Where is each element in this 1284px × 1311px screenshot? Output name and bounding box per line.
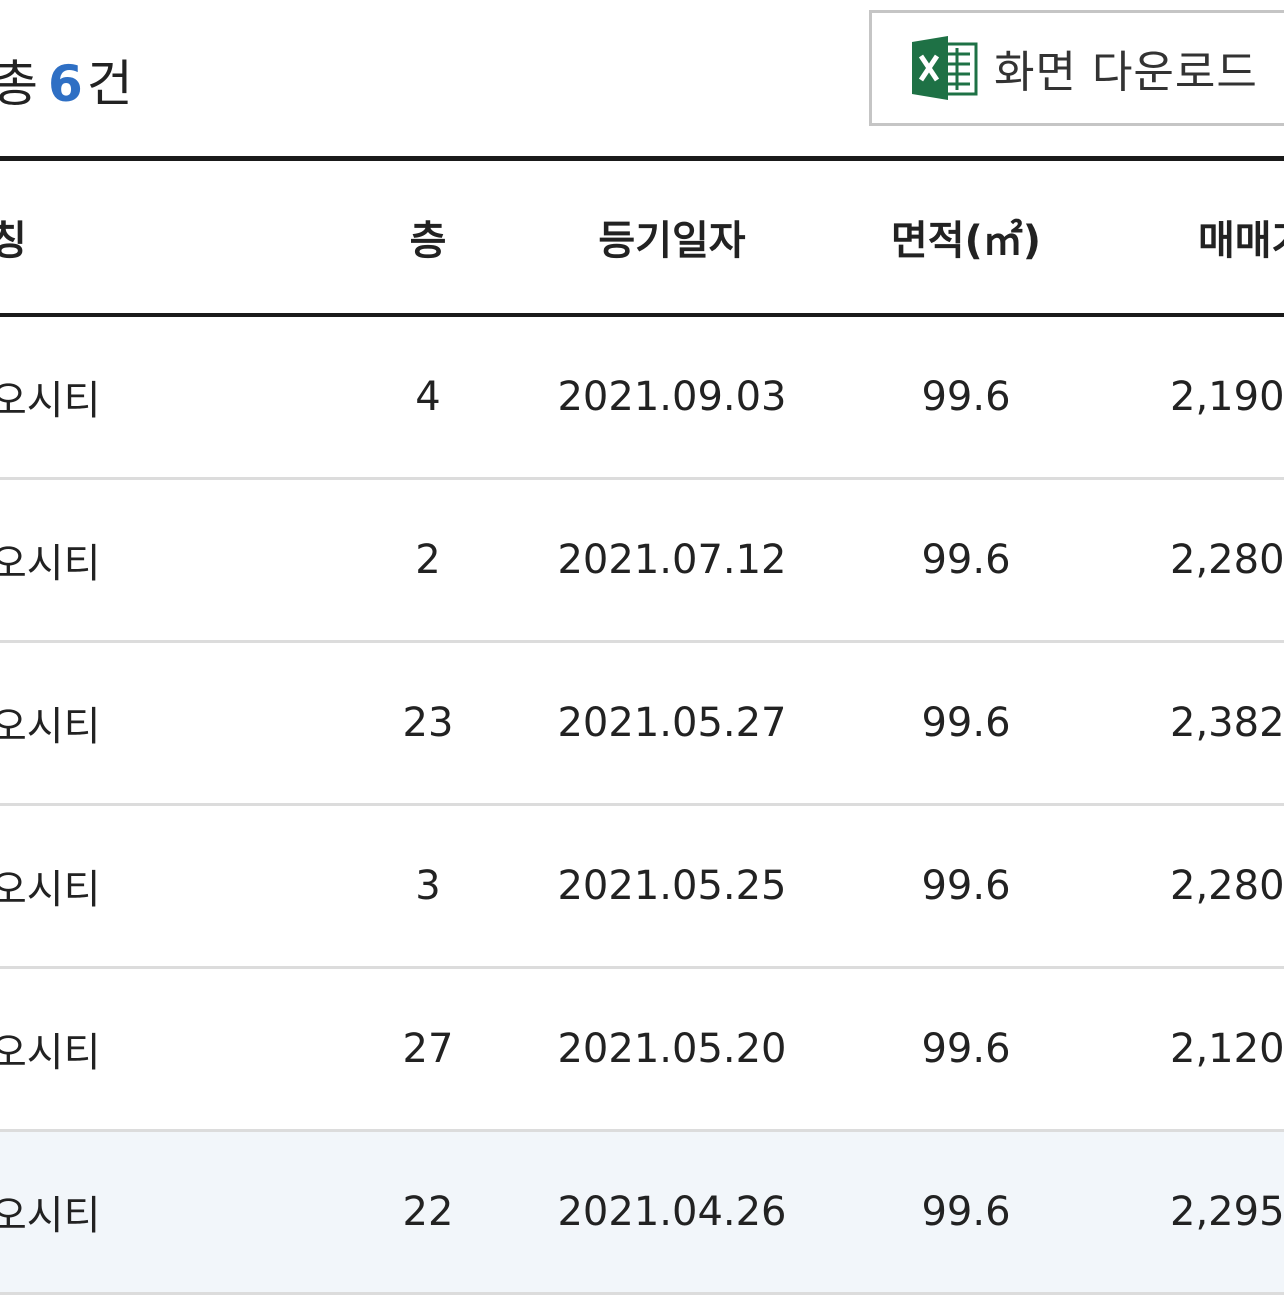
cell-name: 오시티 bbox=[0, 804, 340, 969]
transaction-table: 칭 층 등기일자 면적(㎡) 매매가 오시티 4 2021.09.03 99.6… bbox=[0, 156, 1284, 1295]
cell-name: 오시티 bbox=[0, 478, 340, 643]
header-name: 칭 bbox=[0, 161, 340, 317]
cell-area: 99.6 bbox=[828, 641, 1104, 806]
header-registration-date: 등기일자 bbox=[516, 161, 828, 317]
cell-area: 99.6 bbox=[828, 315, 1104, 480]
cell-price: 2,280,0 bbox=[1104, 478, 1284, 643]
cell-price: 2,190,0 bbox=[1104, 315, 1284, 480]
table-row[interactable]: 오시티 27 2021.05.20 99.6 2,120,0 bbox=[0, 967, 1284, 1132]
header-floor: 층 bbox=[340, 161, 516, 317]
cell-floor: 4 bbox=[340, 315, 516, 480]
cell-date: 2021.04.26 bbox=[516, 1130, 828, 1295]
result-count: 총 6건 bbox=[0, 52, 133, 116]
table-row-highlighted[interactable]: 오시티 22 2021.04.26 99.6 2,295,0 bbox=[0, 1130, 1284, 1295]
cell-floor: 22 bbox=[340, 1130, 516, 1295]
cell-name: 오시티 bbox=[0, 967, 340, 1132]
table-row[interactable]: 오시티 4 2021.09.03 99.6 2,190,0 bbox=[0, 315, 1284, 480]
cell-floor: 3 bbox=[340, 804, 516, 969]
result-count-prefix: 총 bbox=[0, 55, 38, 113]
table-row[interactable]: 오시티 3 2021.05.25 99.6 2,280,0 bbox=[0, 804, 1284, 969]
cell-date: 2021.05.25 bbox=[516, 804, 828, 969]
cell-price: 2,120,0 bbox=[1104, 967, 1284, 1132]
cell-date: 2021.07.12 bbox=[516, 478, 828, 643]
table-row[interactable]: 오시티 2 2021.07.12 99.6 2,280,0 bbox=[0, 478, 1284, 643]
result-count-number: 6 bbox=[48, 55, 83, 113]
cell-date: 2021.09.03 bbox=[516, 315, 828, 480]
cell-area: 99.6 bbox=[828, 1130, 1104, 1295]
table-row[interactable]: 오시티 23 2021.05.27 99.6 2,382,0 bbox=[0, 641, 1284, 806]
cell-name: 오시티 bbox=[0, 641, 340, 806]
download-button-label: 화면 다운로드 bbox=[994, 47, 1258, 98]
cell-floor: 27 bbox=[340, 967, 516, 1132]
cell-floor: 23 bbox=[340, 641, 516, 806]
cell-floor: 2 bbox=[340, 478, 516, 643]
screen-download-button[interactable]: 화면 다운로드 bbox=[869, 10, 1284, 126]
cell-area: 99.6 bbox=[828, 478, 1104, 643]
table-header-row: 칭 층 등기일자 면적(㎡) 매매가 bbox=[0, 161, 1284, 317]
cell-price: 2,295,0 bbox=[1104, 1130, 1284, 1295]
cell-price: 2,382,0 bbox=[1104, 641, 1284, 806]
cell-price: 2,280,0 bbox=[1104, 804, 1284, 969]
cell-date: 2021.05.20 bbox=[516, 967, 828, 1132]
cell-area: 99.6 bbox=[828, 804, 1104, 969]
cell-name: 오시티 bbox=[0, 315, 340, 480]
header-price: 매매가 bbox=[1104, 161, 1284, 317]
cell-area: 99.6 bbox=[828, 967, 1104, 1132]
cell-name: 오시티 bbox=[0, 1130, 340, 1295]
header-area: 면적(㎡) bbox=[828, 161, 1104, 317]
excel-icon bbox=[912, 36, 978, 100]
cell-date: 2021.05.27 bbox=[516, 641, 828, 806]
result-count-suffix: 건 bbox=[86, 55, 133, 113]
